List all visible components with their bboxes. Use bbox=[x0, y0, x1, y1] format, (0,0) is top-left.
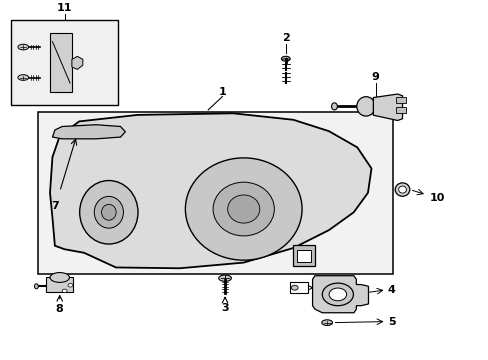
Ellipse shape bbox=[50, 273, 69, 282]
Bar bbox=[293, 246, 315, 266]
Polygon shape bbox=[312, 276, 368, 313]
Text: 3: 3 bbox=[221, 303, 228, 313]
Bar bbox=[11, 20, 118, 105]
Text: 9: 9 bbox=[371, 72, 379, 82]
Polygon shape bbox=[50, 113, 371, 268]
Ellipse shape bbox=[218, 275, 231, 282]
Text: 8: 8 bbox=[56, 304, 63, 314]
Bar bbox=[395, 107, 405, 113]
Ellipse shape bbox=[356, 97, 374, 116]
Ellipse shape bbox=[18, 44, 29, 50]
Ellipse shape bbox=[398, 186, 406, 193]
Ellipse shape bbox=[94, 197, 123, 228]
Circle shape bbox=[291, 285, 298, 290]
Text: 1: 1 bbox=[218, 87, 226, 97]
Ellipse shape bbox=[331, 103, 337, 110]
Text: 4: 4 bbox=[387, 285, 395, 295]
Ellipse shape bbox=[80, 180, 138, 244]
Polygon shape bbox=[372, 94, 402, 121]
Polygon shape bbox=[72, 57, 82, 69]
Circle shape bbox=[328, 288, 346, 301]
Ellipse shape bbox=[321, 320, 332, 325]
Bar bbox=[50, 33, 72, 92]
Text: 2: 2 bbox=[282, 33, 289, 43]
Text: 6: 6 bbox=[316, 283, 324, 293]
Bar bbox=[38, 112, 392, 274]
Bar bbox=[46, 278, 73, 292]
Bar bbox=[395, 96, 405, 103]
Ellipse shape bbox=[185, 158, 302, 260]
Text: 11: 11 bbox=[57, 3, 72, 13]
Ellipse shape bbox=[227, 195, 259, 223]
Bar bbox=[289, 282, 308, 293]
Text: 5: 5 bbox=[387, 316, 395, 327]
Text: 10: 10 bbox=[428, 193, 444, 203]
Ellipse shape bbox=[394, 183, 409, 196]
Ellipse shape bbox=[18, 75, 29, 80]
Bar bbox=[297, 250, 310, 262]
Circle shape bbox=[322, 283, 353, 306]
Ellipse shape bbox=[34, 284, 38, 289]
Ellipse shape bbox=[102, 204, 116, 220]
Polygon shape bbox=[52, 125, 125, 139]
Text: 7: 7 bbox=[51, 201, 59, 211]
Ellipse shape bbox=[281, 56, 289, 61]
Ellipse shape bbox=[213, 182, 274, 236]
Circle shape bbox=[62, 289, 67, 293]
Circle shape bbox=[68, 283, 73, 287]
